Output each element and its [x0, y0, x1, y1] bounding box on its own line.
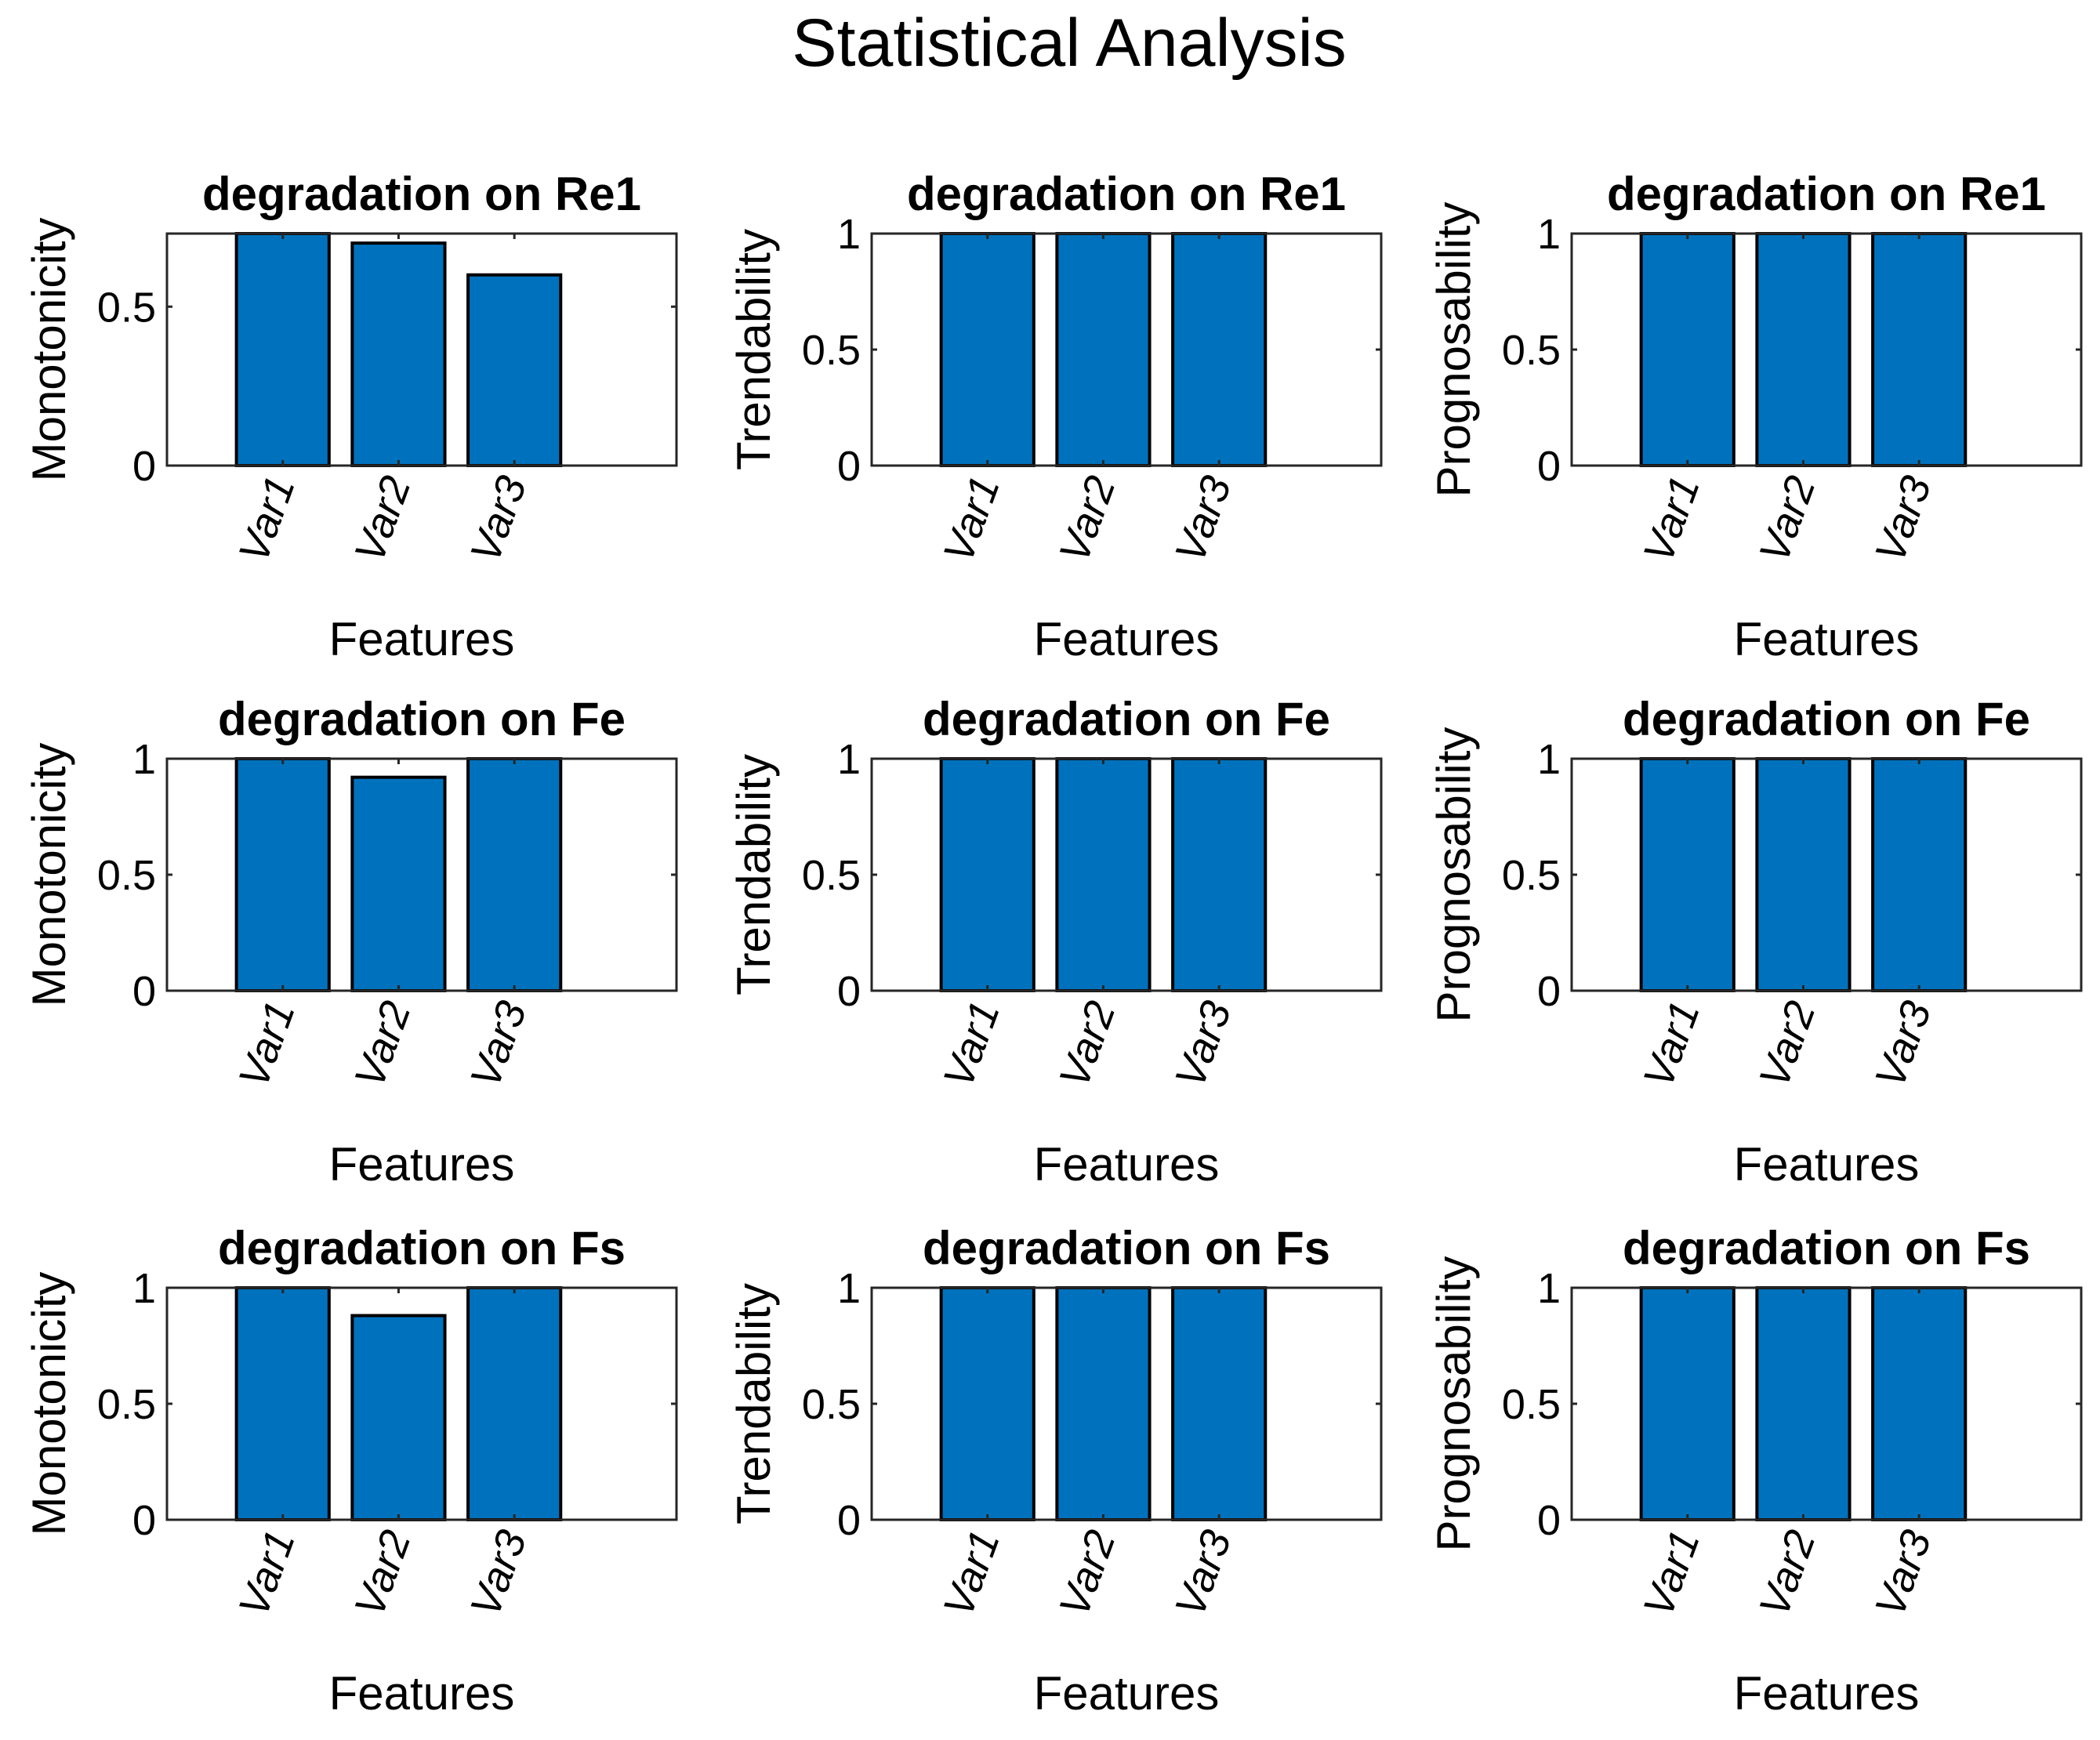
subplot-3-ytick-label: 0: [1537, 443, 1561, 490]
subplot-7-ylabel: Monotonicity: [23, 1272, 75, 1536]
subplot-6-bar-var1: [1639, 757, 1735, 992]
subplot-5-ytick-label: 1: [837, 736, 861, 783]
subplot-2-ylabel: Trendability: [727, 229, 780, 470]
subplot-4-ylabel: Monotonicity: [23, 743, 75, 1007]
subplot-6-bar-var3: [1871, 757, 1968, 992]
subplot-5-ylabel: Trendability: [727, 754, 780, 995]
subplot-1-axes-box: [165, 232, 678, 467]
subplot-4-xlabel: Features: [329, 1138, 515, 1191]
subplot-3-title: degradation on Re1: [1607, 168, 2046, 220]
subplot-9-ytick-label: 0: [1537, 1497, 1561, 1544]
subplot-1-title: degradation on Re1: [202, 168, 641, 220]
subplot-7-bar-var1: [234, 1286, 331, 1521]
subplot-9-bar-var2: [1755, 1286, 1852, 1521]
subplot-1-bar-var3: [466, 273, 563, 468]
subplot-9-ytick-label: 0.5: [1502, 1381, 1561, 1428]
subplot-4-bar-var2: [350, 775, 447, 992]
subplot-4-bar-var1: [234, 757, 331, 992]
subplot-6-title: degradation on Fe: [1623, 693, 2030, 745]
subplot-3-bar-var1: [1639, 232, 1735, 467]
subplot-6-ytick-label: 1: [1537, 736, 1561, 783]
subplot-7-ytick-label: 1: [132, 1265, 156, 1312]
subplot-5-ytick-label: 0.5: [802, 852, 861, 899]
subplot-5-ytick-label: 0: [837, 968, 861, 1015]
subplot-2-xlabel: Features: [1034, 613, 1220, 665]
figure-title: Statistical Analysis: [792, 5, 1346, 81]
subplot-2-ytick-label: 1: [837, 211, 861, 258]
subplot-7-ytick-label: 0.5: [97, 1381, 156, 1428]
subplot-4-bar-var3: [466, 757, 563, 992]
subplot-1-ytick-label: 0: [132, 443, 156, 490]
subplot-4-ytick-label: 0.5: [97, 852, 156, 899]
subplot-8-ytick-label: 0: [837, 1497, 861, 1544]
subplot-8-bar-var2: [1055, 1286, 1152, 1521]
subplot-2-bar-var3: [1171, 232, 1268, 467]
subplot-4-ytick-label: 0: [132, 968, 156, 1015]
subplot-7-bar-var3: [466, 1286, 563, 1521]
subplot-8-ytick-label: 0.5: [802, 1381, 861, 1428]
subplot-3-bar-var2: [1755, 232, 1852, 467]
subplot-2-bar-var2: [1055, 232, 1152, 467]
subplot-9-xlabel: Features: [1734, 1667, 1920, 1720]
subplot-8-xlabel: Features: [1034, 1667, 1220, 1720]
subplot-1-xlabel: Features: [329, 613, 515, 665]
subplot-3-bar-var3: [1871, 232, 1968, 467]
subplot-8-ytick-label: 1: [837, 1265, 861, 1312]
subplot-7-ytick-label: 0: [132, 1497, 156, 1544]
subplot-4-title: degradation on Fe: [218, 693, 626, 745]
subplot-9-ytick-label: 1: [1537, 1265, 1561, 1312]
subplot-2-bar-var1: [939, 232, 1035, 467]
subplot-1-ytick-label: 0.5: [97, 284, 156, 331]
subplot-6-ytick-label: 0: [1537, 968, 1561, 1015]
subplot-8-ylabel: Trendability: [727, 1283, 780, 1524]
subplot-8-bar-var1: [939, 1286, 1035, 1521]
subplot-3-xlabel: Features: [1734, 613, 1920, 665]
subplot-7-title: degradation on Fs: [218, 1222, 626, 1274]
subplot-5-xlabel: Features: [1034, 1138, 1220, 1191]
subplot-6-bar-var2: [1755, 757, 1852, 992]
subplot-2-ytick-label: 0: [837, 443, 861, 490]
subplot-5-title: degradation on Fe: [923, 693, 1330, 745]
subplot-8-title: degradation on Fs: [923, 1222, 1330, 1274]
subplot-3-ylabel: Prognosability: [1427, 202, 1480, 498]
subplot-5-bar-var3: [1171, 757, 1268, 992]
subplot-6-ylabel: Prognosability: [1427, 727, 1480, 1023]
subplot-6-ytick-label: 0.5: [1502, 852, 1561, 899]
subplot-3-ytick-label: 0.5: [1502, 327, 1561, 374]
subplot-9-bar-var3: [1871, 1286, 1968, 1521]
subplot-8-bar-var3: [1171, 1286, 1268, 1521]
subplot-5-bar-var1: [939, 757, 1035, 992]
subplot-9-bar-var1: [1639, 1286, 1735, 1521]
subplot-1-bar-var2: [350, 241, 447, 467]
subplot-4-ytick-label: 1: [132, 736, 156, 783]
subplot-1-bar-var1: [234, 232, 331, 467]
subplot-1-ylabel: Monotonicity: [23, 218, 75, 482]
subplot-5-bar-var2: [1055, 757, 1152, 992]
subplot-7-bar-var2: [350, 1314, 447, 1522]
subplot-2-title: degradation on Re1: [907, 168, 1346, 220]
subplot-9-title: degradation on Fs: [1623, 1222, 2030, 1274]
subplot-6-xlabel: Features: [1734, 1138, 1920, 1191]
subplot-2-ytick-label: 0.5: [802, 327, 861, 374]
subplot-3-ytick-label: 1: [1537, 211, 1561, 258]
subplot-7-xlabel: Features: [329, 1667, 515, 1720]
subplot-9-ylabel: Prognosability: [1427, 1256, 1480, 1552]
